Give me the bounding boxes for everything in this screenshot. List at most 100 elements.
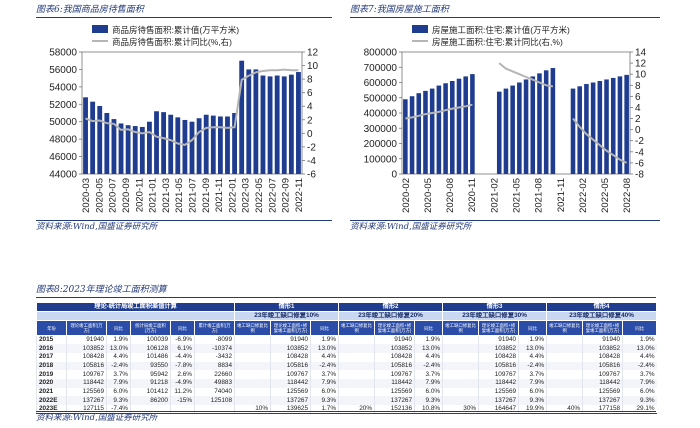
- table-cell: [234, 396, 271, 405]
- y-right-tick-label: 8: [635, 81, 641, 92]
- bar: [416, 93, 422, 174]
- table-cell: [546, 361, 583, 371]
- bar: [147, 121, 152, 174]
- table-row: 2021 125569 6.0% 101412 11.2% 74040 125569 6.0%…: [36, 387, 657, 397]
- table-cell: 108428: [270, 352, 311, 362]
- bar: [217, 116, 223, 174]
- yoy-line: [85, 68, 299, 146]
- y-left-tick-label: 100000: [364, 154, 398, 165]
- x-tick-label: 2021-08: [534, 178, 545, 213]
- yoy-line: [405, 103, 473, 120]
- table-cell: 4.4%: [106, 352, 131, 362]
- y-left-tick-label: 54000: [49, 82, 77, 93]
- y-left-tick-label: 44000: [49, 170, 77, 181]
- table-cell: 13.0%: [518, 344, 547, 353]
- table-cell: 137267: [582, 396, 623, 405]
- table-cell: 6.0%: [106, 387, 131, 397]
- table-cell: [338, 396, 375, 405]
- bar: [423, 90, 428, 174]
- table-cell: 108428: [478, 352, 519, 362]
- table-cell: 108428: [66, 352, 107, 362]
- table-cell: 100039: [130, 335, 171, 345]
- bar: [274, 75, 280, 174]
- table-cell: 105816: [582, 361, 623, 371]
- bar: [239, 60, 245, 174]
- table-cell: 3.7%: [106, 370, 131, 379]
- scenario-1-subheader: 23年竣工缺口修复10%: [234, 311, 340, 321]
- x-tick-label: 2021-11: [214, 178, 225, 212]
- table-cell: 30%: [442, 405, 479, 415]
- x-tick-label: 2020-05: [423, 178, 434, 213]
- table-cell: 137267: [478, 396, 519, 405]
- table-cell: 137267: [66, 396, 107, 405]
- table-cell: -4.4%: [170, 352, 195, 362]
- column-header: 统计局竣工面积(万方): [130, 320, 171, 336]
- y-left-tick-label: 58000: [49, 48, 77, 59]
- table-cell: 109767: [582, 370, 623, 379]
- bar: [168, 114, 174, 174]
- bar: [111, 119, 117, 174]
- table-cell: 177158: [582, 405, 623, 415]
- table-row: 2019 109767 3.7% 95942 2.6% 22660 109767 3.7% 10…: [36, 370, 657, 379]
- bar: [409, 96, 415, 174]
- x-tick-label: 2021-07: [188, 178, 199, 213]
- table-cell: -2.4%: [414, 361, 443, 371]
- y-right-tick-label: 6: [635, 92, 641, 103]
- table-cell: 6.0%: [414, 387, 443, 397]
- table-cell: [338, 361, 375, 371]
- table-cell: 137267: [270, 396, 311, 405]
- y-left-tick-label: 500000: [364, 93, 398, 104]
- y-left-tick-label: 800000: [364, 48, 398, 59]
- yoy-line: [498, 62, 554, 88]
- table-cell: -10374: [193, 344, 235, 353]
- table-cell: 29.1%: [622, 405, 657, 415]
- table-cell: 10%: [234, 405, 271, 415]
- table-cell: 118442: [374, 378, 415, 388]
- table-cell: 40%: [546, 405, 583, 415]
- table-cell: 164647: [478, 405, 519, 415]
- figure-7-source: 资料来源:Wind,国盛证券研究所: [350, 220, 660, 232]
- bar: [436, 85, 442, 174]
- table-group-subheader: [35, 311, 236, 321]
- legend-bar-label: 房屋施工面积:住宅:累计值(万平方米): [432, 25, 570, 35]
- table-cell: 7.9%: [414, 378, 443, 388]
- table-cell: 127115: [66, 405, 107, 415]
- bar: [225, 116, 230, 174]
- y-right-tick-label: 8: [307, 75, 313, 86]
- figure-8-title: 图表8:2023年理论竣工面积测算: [36, 284, 656, 298]
- bar: [543, 70, 549, 174]
- table-cell: 9.3%: [106, 396, 131, 405]
- year-cell: 2023E: [36, 405, 67, 415]
- year-cell: 2020: [36, 378, 67, 388]
- table-cell: 6.0%: [622, 387, 657, 397]
- y-right-tick-label: -4: [635, 147, 644, 158]
- x-tick-label: 2021-01: [148, 178, 159, 213]
- bar: [570, 88, 576, 174]
- bar: [104, 113, 110, 174]
- completion-estimate-table: 理论-统计局竣工面积差值计算 情形1 情形2 情形3 情形4 23年竣工缺口修复…: [35, 302, 658, 415]
- table-cell: 91940: [582, 335, 623, 345]
- legend-line-label: 商品房待售面积:累计同比(%,右): [112, 37, 232, 47]
- table-cell: 6.1%: [170, 344, 195, 353]
- table-cell: [338, 387, 375, 397]
- bar: [537, 73, 542, 174]
- bar: [175, 117, 181, 174]
- table-cell: 93550: [130, 361, 171, 371]
- x-tick-label: 2021-05: [512, 178, 523, 213]
- table-row: 2018 105816 -2.4% 93550 -7.8% 8834 105816 -2.4%…: [36, 361, 657, 371]
- bar: [496, 91, 502, 174]
- table-cell: 103852: [66, 344, 107, 353]
- table-cell: [442, 378, 479, 388]
- y-left-tick-label: 700000: [364, 63, 398, 74]
- table-cell: 1.9%: [414, 335, 443, 345]
- bar: [154, 111, 159, 174]
- scenario-2-header: 情形2: [338, 302, 444, 312]
- x-tick-label: 2020-11: [134, 178, 145, 212]
- table-cell: 106128: [130, 344, 171, 353]
- table-cell: 103852: [270, 344, 311, 353]
- bar: [83, 97, 88, 174]
- table-cell: 103852: [478, 344, 519, 353]
- table-cell: 19.9%: [518, 405, 547, 415]
- table-cell: 118442: [66, 378, 107, 388]
- table-cell: [338, 370, 375, 379]
